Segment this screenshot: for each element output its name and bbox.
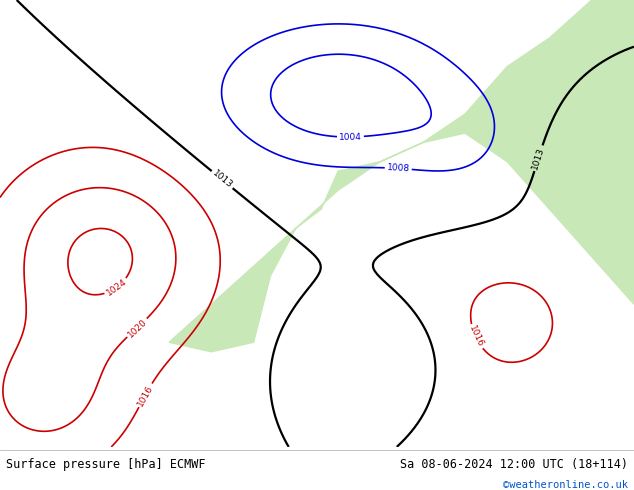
Text: 1024: 1024 xyxy=(105,277,128,298)
Text: 1004: 1004 xyxy=(339,132,362,142)
Polygon shape xyxy=(169,0,634,352)
Text: Sa 08-06-2024 12:00 UTC (18+114): Sa 08-06-2024 12:00 UTC (18+114) xyxy=(399,459,628,471)
Text: 1013: 1013 xyxy=(210,169,234,191)
Text: Surface pressure [hPa] ECMWF: Surface pressure [hPa] ECMWF xyxy=(6,459,206,471)
Text: 1016: 1016 xyxy=(467,324,484,349)
Text: 1008: 1008 xyxy=(387,163,410,173)
Text: 1020: 1020 xyxy=(126,317,148,339)
Text: 1016: 1016 xyxy=(136,383,155,408)
Text: ©weatheronline.co.uk: ©weatheronline.co.uk xyxy=(503,480,628,490)
Text: 1013: 1013 xyxy=(531,146,546,171)
